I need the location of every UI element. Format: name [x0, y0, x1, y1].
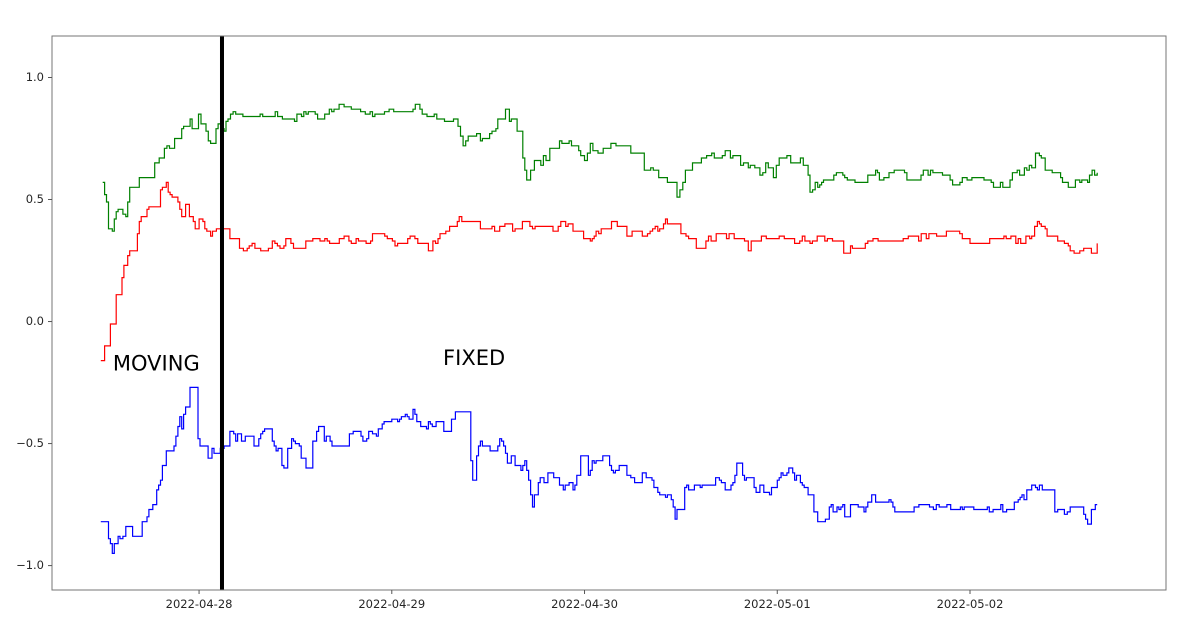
- series-blue-line: [100, 386, 1098, 554]
- y-tick-label: 0.5: [26, 192, 44, 206]
- y-tick-label: −0.5: [16, 436, 44, 450]
- series-red-line: [100, 181, 1098, 362]
- series-green-line: [102, 103, 1098, 232]
- x-tick-label: 2022-04-30: [551, 597, 618, 611]
- x-tick-label: 2022-05-02: [937, 597, 1004, 611]
- annotation-fixed: FIXED: [443, 346, 505, 370]
- x-tick-label: 2022-04-28: [166, 597, 233, 611]
- x-tick-label: 2022-05-01: [744, 597, 811, 611]
- y-tick-label: 1.0: [26, 70, 44, 84]
- plot-border: [51, 35, 1167, 591]
- x-tick-label: 2022-04-29: [358, 597, 425, 611]
- y-tick-label: −1.0: [16, 558, 44, 572]
- annotation-moving: MOVING: [113, 351, 200, 375]
- y-tick-label: 0.0: [26, 314, 44, 328]
